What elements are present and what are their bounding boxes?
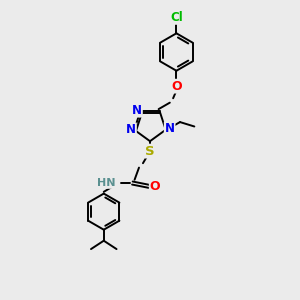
Text: S: S <box>145 145 155 158</box>
Text: O: O <box>150 180 160 193</box>
Text: HN: HN <box>98 178 116 188</box>
Text: N: N <box>132 104 142 117</box>
Text: Cl: Cl <box>170 11 183 24</box>
Text: N: N <box>165 122 175 135</box>
Text: N: N <box>126 123 136 136</box>
Text: O: O <box>171 80 182 93</box>
